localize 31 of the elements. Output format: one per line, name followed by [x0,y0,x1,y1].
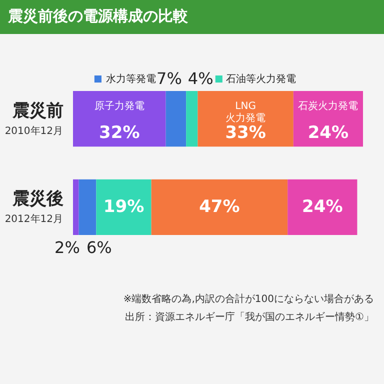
legend-label: 石油等火力発電 [226,72,296,85]
data-label: 24% [302,197,343,218]
bar [288,179,358,235]
text: 2010年12月 [4,124,63,137]
data-label: 24% [308,122,349,143]
text: 2012年12月 [4,213,63,226]
data-label: 4% [188,68,214,88]
bar [73,91,166,147]
series-label: 石炭火力発電 [298,100,358,112]
chart-title: 震災前後の電源構成の比較 [0,0,384,34]
data-label: 2% [54,238,80,258]
bar [96,179,152,235]
bar [186,91,198,147]
bar [151,179,288,235]
data-label: 47% [199,197,240,218]
bar [73,179,79,235]
data-label: 19% [103,197,144,218]
text: 出所：資源エネルギー庁「我が国のエネルギー情勢①」 [124,310,375,324]
text: ※端数省略の為,内訳の合計が100にならない場合がある [122,292,375,306]
series-label: LNG 火力発電 [226,100,266,124]
y-tick-label: 震災後 [12,189,64,210]
legend-label: 水力等発電 [106,72,156,85]
y-tick-label: 震災前 [12,100,64,121]
bar [198,91,294,147]
bar [78,179,96,235]
data-label: 32% [99,122,140,143]
bar [166,91,186,147]
data-label: 33% [225,122,266,143]
data-label: 6% [86,238,112,258]
series-label: 原子力発電 [94,100,144,112]
data-label: 7% [156,68,182,88]
